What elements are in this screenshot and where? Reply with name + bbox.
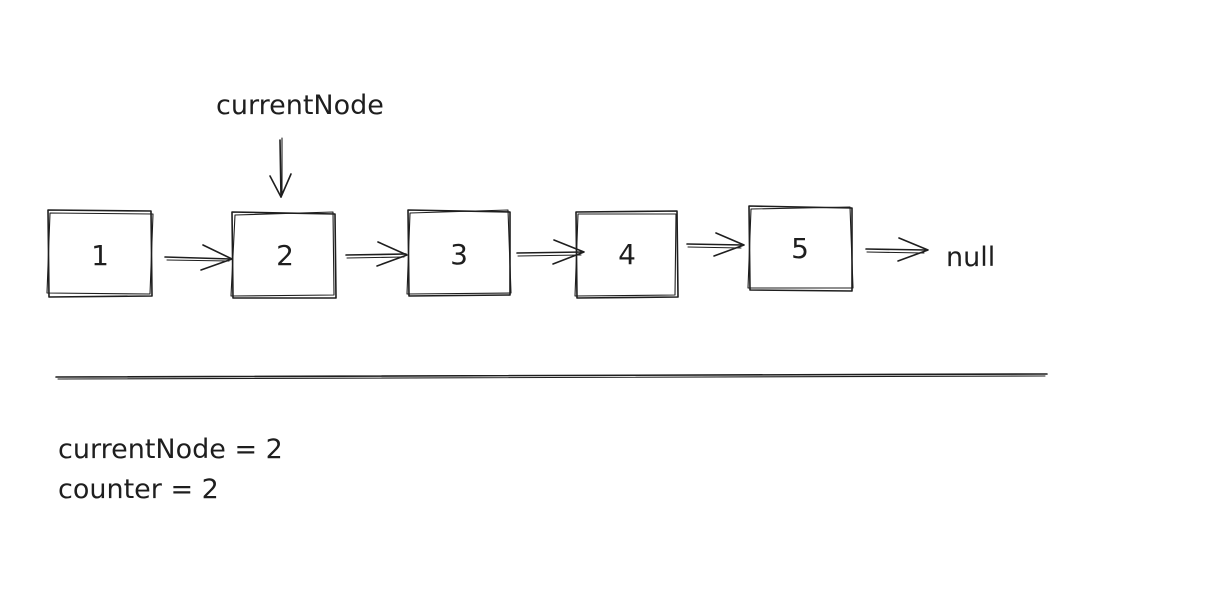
separator-line bbox=[56, 374, 1047, 379]
arrow-5-to-null bbox=[866, 238, 928, 261]
node-1-value: 1 bbox=[91, 239, 109, 272]
current-node-state: currentNode = 2 bbox=[58, 430, 283, 470]
arrow-3-to-4 bbox=[517, 240, 584, 264]
node-3: 3 bbox=[407, 210, 511, 296]
node-5-value: 5 bbox=[791, 232, 809, 265]
arrow-1-to-2 bbox=[165, 245, 232, 270]
node-2: 2 bbox=[231, 212, 336, 298]
node-2-value: 2 bbox=[276, 239, 294, 272]
counter-state: counter = 2 bbox=[58, 470, 219, 510]
pointer-arrow bbox=[270, 138, 291, 197]
node-3-value: 3 bbox=[450, 238, 468, 271]
null-label: null bbox=[946, 242, 995, 273]
arrow-4-to-5 bbox=[687, 233, 744, 256]
node-1: 1 bbox=[47, 210, 153, 297]
pointer-label: currentNode bbox=[216, 90, 384, 121]
node-4: 4 bbox=[575, 211, 678, 298]
node-4-value: 4 bbox=[618, 238, 636, 271]
arrow-2-to-3 bbox=[346, 242, 407, 266]
node-5: 5 bbox=[748, 206, 853, 291]
